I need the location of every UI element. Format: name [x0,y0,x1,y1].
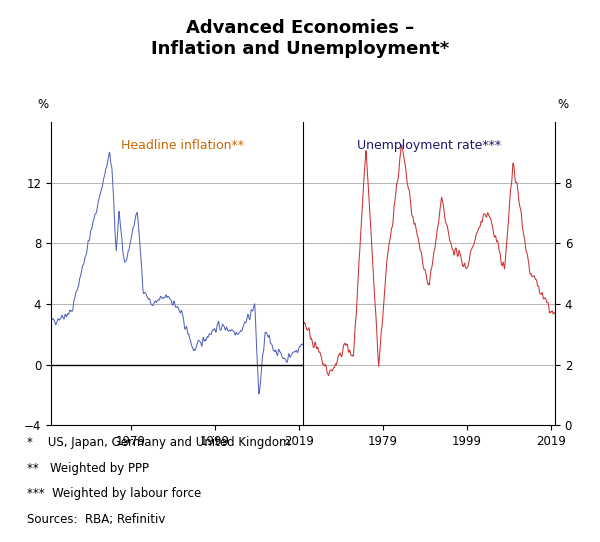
Text: %: % [557,98,569,111]
Text: *    US, Japan, Germany and United Kingdom: * US, Japan, Germany and United Kingdom [27,436,290,449]
Text: Headline inflation**: Headline inflation** [121,139,244,152]
Text: **   Weighted by PPP: ** Weighted by PPP [27,462,149,475]
Text: %: % [37,98,49,111]
Text: Sources:  RBA; Refinitiv: Sources: RBA; Refinitiv [27,513,166,526]
Text: Unemployment rate***: Unemployment rate*** [357,139,501,152]
Text: ***  Weighted by labour force: *** Weighted by labour force [27,487,201,500]
Text: Advanced Economies –
Inflation and Unemployment*: Advanced Economies – Inflation and Unemp… [151,19,449,58]
